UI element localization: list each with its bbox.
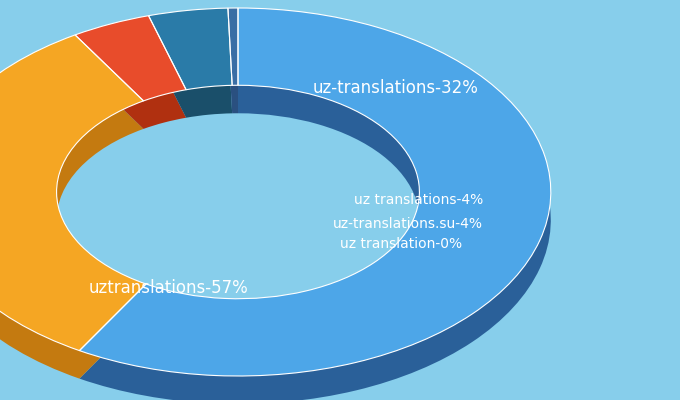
Wedge shape	[80, 8, 551, 376]
Text: uz-translations-32%: uz-translations-32%	[313, 79, 479, 97]
Wedge shape	[0, 35, 146, 351]
Wedge shape	[148, 36, 232, 118]
Text: uz-translations.su-4%: uz-translations.su-4%	[333, 217, 483, 231]
Wedge shape	[75, 44, 186, 129]
Wedge shape	[228, 8, 238, 85]
Text: uz translations-4%: uz translations-4%	[354, 193, 483, 207]
Text: uz translation-0%: uz translation-0%	[340, 237, 462, 251]
Wedge shape	[228, 36, 238, 113]
Wedge shape	[148, 8, 232, 90]
Wedge shape	[75, 16, 186, 101]
Wedge shape	[0, 63, 146, 379]
Text: uztranslations-57%: uztranslations-57%	[88, 279, 248, 297]
Wedge shape	[80, 36, 551, 400]
